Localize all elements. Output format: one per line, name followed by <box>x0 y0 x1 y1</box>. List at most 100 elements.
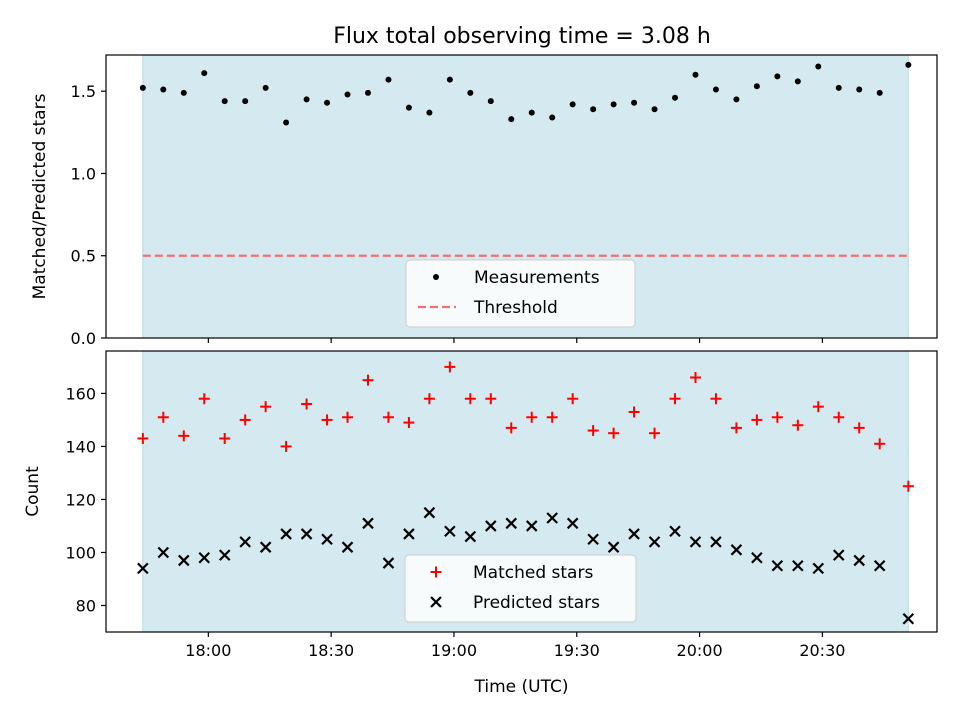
matched-star-point <box>239 414 251 426</box>
ratio-panel: 0.0 0.5 1.0 1.5 Matched/Predicted stars Mea… <box>30 54 938 348</box>
ratio-y-tick-label: 0.5 <box>71 247 96 266</box>
predicted-star-point <box>525 520 538 532</box>
measurement-points <box>139 61 912 126</box>
legend-marker-predicted <box>430 596 442 608</box>
measurement-point <box>712 86 719 93</box>
predicted-star-point <box>710 536 722 548</box>
time-x-tick-label: 18:00 <box>185 641 231 660</box>
matched-star-point <box>689 372 701 384</box>
predicted-star-point <box>853 554 865 567</box>
measurement-point <box>610 101 617 108</box>
matched-star-point <box>792 419 804 431</box>
ratio-x-axis-ticks <box>207 338 823 343</box>
predicted-star-point <box>792 559 804 572</box>
predicted-star-point <box>362 517 374 530</box>
count-y-tick-label: 80 <box>76 596 96 615</box>
predicted-star-point <box>832 549 845 561</box>
matched-star-point <box>444 361 456 373</box>
measurement-point <box>815 63 822 70</box>
matched-star-point <box>505 422 517 434</box>
count-y-tick-label: 140 <box>65 437 96 456</box>
matched-star-point <box>157 411 169 423</box>
time-x-tick-label: 19:00 <box>431 641 477 660</box>
predicted-star-point <box>259 541 272 553</box>
count-y-tick-label: 100 <box>65 543 96 562</box>
measurement-point <box>180 89 187 96</box>
matched-star-point <box>628 406 640 418</box>
matched-stars-points <box>137 361 914 492</box>
measurement-point <box>405 104 412 111</box>
matched-star-point <box>751 414 763 426</box>
predicted-star-point <box>444 525 456 538</box>
matched-star-point <box>608 427 620 439</box>
legend-label-measurements: Measurements <box>474 268 600 288</box>
count-y-axis-ticks: 80 100 120 140 160 <box>65 384 106 615</box>
matched-star-point <box>587 425 599 437</box>
measurement-point <box>426 109 433 116</box>
measurement-point <box>528 109 535 116</box>
matched-star-point <box>546 411 558 423</box>
measurement-point <box>201 70 208 77</box>
ratio-y-tick-label: 1.5 <box>71 82 96 101</box>
measurement-point <box>487 98 494 105</box>
measurement-point <box>303 96 310 103</box>
matched-star-point <box>382 411 394 423</box>
predicted-star-point <box>546 512 558 524</box>
matched-star-point <box>403 417 415 429</box>
predicted-star-point <box>300 528 313 540</box>
predicted-star-point <box>751 551 763 564</box>
predicted-star-point <box>566 517 579 530</box>
measurement-point <box>569 101 576 108</box>
measurement-point <box>139 84 146 91</box>
matched-star-point <box>730 422 742 434</box>
measurement-point <box>549 114 556 121</box>
predicted-star-point <box>341 541 354 553</box>
predicted-star-point <box>423 506 436 519</box>
legend-label-predicted: Predicted stars <box>473 593 600 613</box>
matched-star-point <box>902 480 914 492</box>
measurement-point <box>221 98 228 105</box>
matched-star-point <box>280 440 292 452</box>
time-x-axis-label: Time (UTC) <box>474 677 569 697</box>
measurement-point <box>876 89 883 96</box>
legend-marker-measurements <box>433 274 439 280</box>
matched-star-point <box>669 393 681 405</box>
matched-star-point <box>178 430 190 442</box>
predicted-star-point <box>239 536 251 548</box>
predicted-star-point <box>648 536 661 548</box>
matched-star-point <box>321 414 333 426</box>
matched-star-point <box>812 401 824 413</box>
predicted-star-point <box>382 557 395 569</box>
measurement-point <box>385 76 392 83</box>
matched-star-point <box>301 398 313 410</box>
ratio-panel-frame <box>105 54 938 339</box>
ratio-y-tick-label: 0.0 <box>71 329 96 348</box>
count-legend-box <box>404 554 637 623</box>
matched-star-point <box>137 432 149 444</box>
matched-star-point <box>198 393 210 405</box>
ratio-y-tick-label: 1.0 <box>71 164 96 183</box>
chart-title: Flux total observing time = 3.08 h <box>333 24 711 49</box>
count-panel-frame <box>105 350 938 633</box>
predicted-star-point <box>464 530 477 543</box>
predicted-star-point <box>873 559 886 572</box>
matched-star-point <box>485 393 497 405</box>
predicted-star-point <box>157 546 170 559</box>
count-y-axis-label: Count <box>23 466 43 517</box>
predicted-star-point <box>137 562 149 575</box>
count-panel: 80 100 120 140 160 18:00 18:30 19:00 19:30 20:00… <box>23 350 938 697</box>
predicted-star-point <box>669 525 681 538</box>
matched-star-point <box>771 411 783 423</box>
predicted-star-point <box>902 612 915 625</box>
measurement-point <box>794 78 801 85</box>
matched-star-point <box>710 393 722 405</box>
measurement-point <box>692 71 699 78</box>
measurement-point <box>242 98 249 105</box>
predicted-star-point <box>218 549 231 561</box>
ratio-y-axis-label: Matched/Predicted stars <box>30 93 50 299</box>
matched-star-point <box>342 411 354 423</box>
measurement-point <box>364 89 371 96</box>
predicted-star-point <box>628 528 640 540</box>
predicted-star-point <box>198 551 211 564</box>
